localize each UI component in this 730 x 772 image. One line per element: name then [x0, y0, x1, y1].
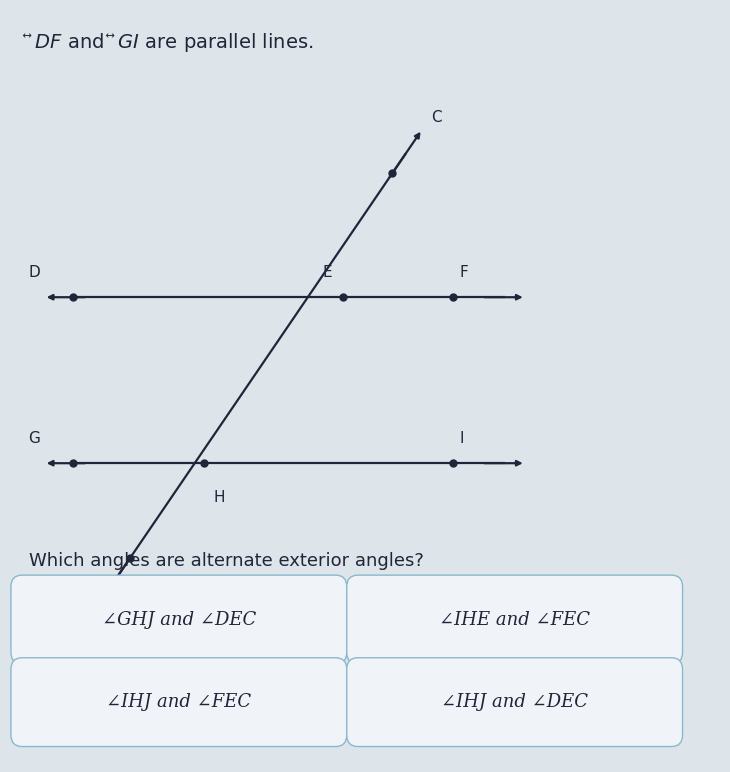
Text: I: I	[460, 432, 464, 446]
Text: ∠GHJ and ∠DEC: ∠GHJ and ∠DEC	[101, 611, 256, 628]
Text: ∠IHJ and ∠DEC: ∠IHJ and ∠DEC	[441, 693, 588, 711]
Text: ∠IHJ and ∠FEC: ∠IHJ and ∠FEC	[107, 693, 251, 711]
Text: ∠IHE and ∠FEC: ∠IHE and ∠FEC	[439, 611, 590, 628]
Text: H: H	[213, 490, 225, 505]
Text: E: E	[323, 266, 332, 280]
FancyBboxPatch shape	[347, 575, 683, 664]
Text: $\overleftrightarrow{DF}$ and $\overleftrightarrow{GI}$ are parallel lines.: $\overleftrightarrow{DF}$ and $\overleft…	[22, 31, 313, 54]
FancyBboxPatch shape	[347, 658, 683, 747]
Text: D: D	[28, 266, 40, 280]
FancyBboxPatch shape	[11, 575, 347, 664]
FancyBboxPatch shape	[11, 658, 347, 747]
Text: C: C	[431, 110, 442, 124]
Text: F: F	[460, 266, 469, 280]
Text: Which angles are alternate exterior angles?: Which angles are alternate exterior angl…	[29, 552, 424, 570]
Text: J: J	[114, 588, 118, 604]
Text: G: G	[28, 432, 40, 446]
